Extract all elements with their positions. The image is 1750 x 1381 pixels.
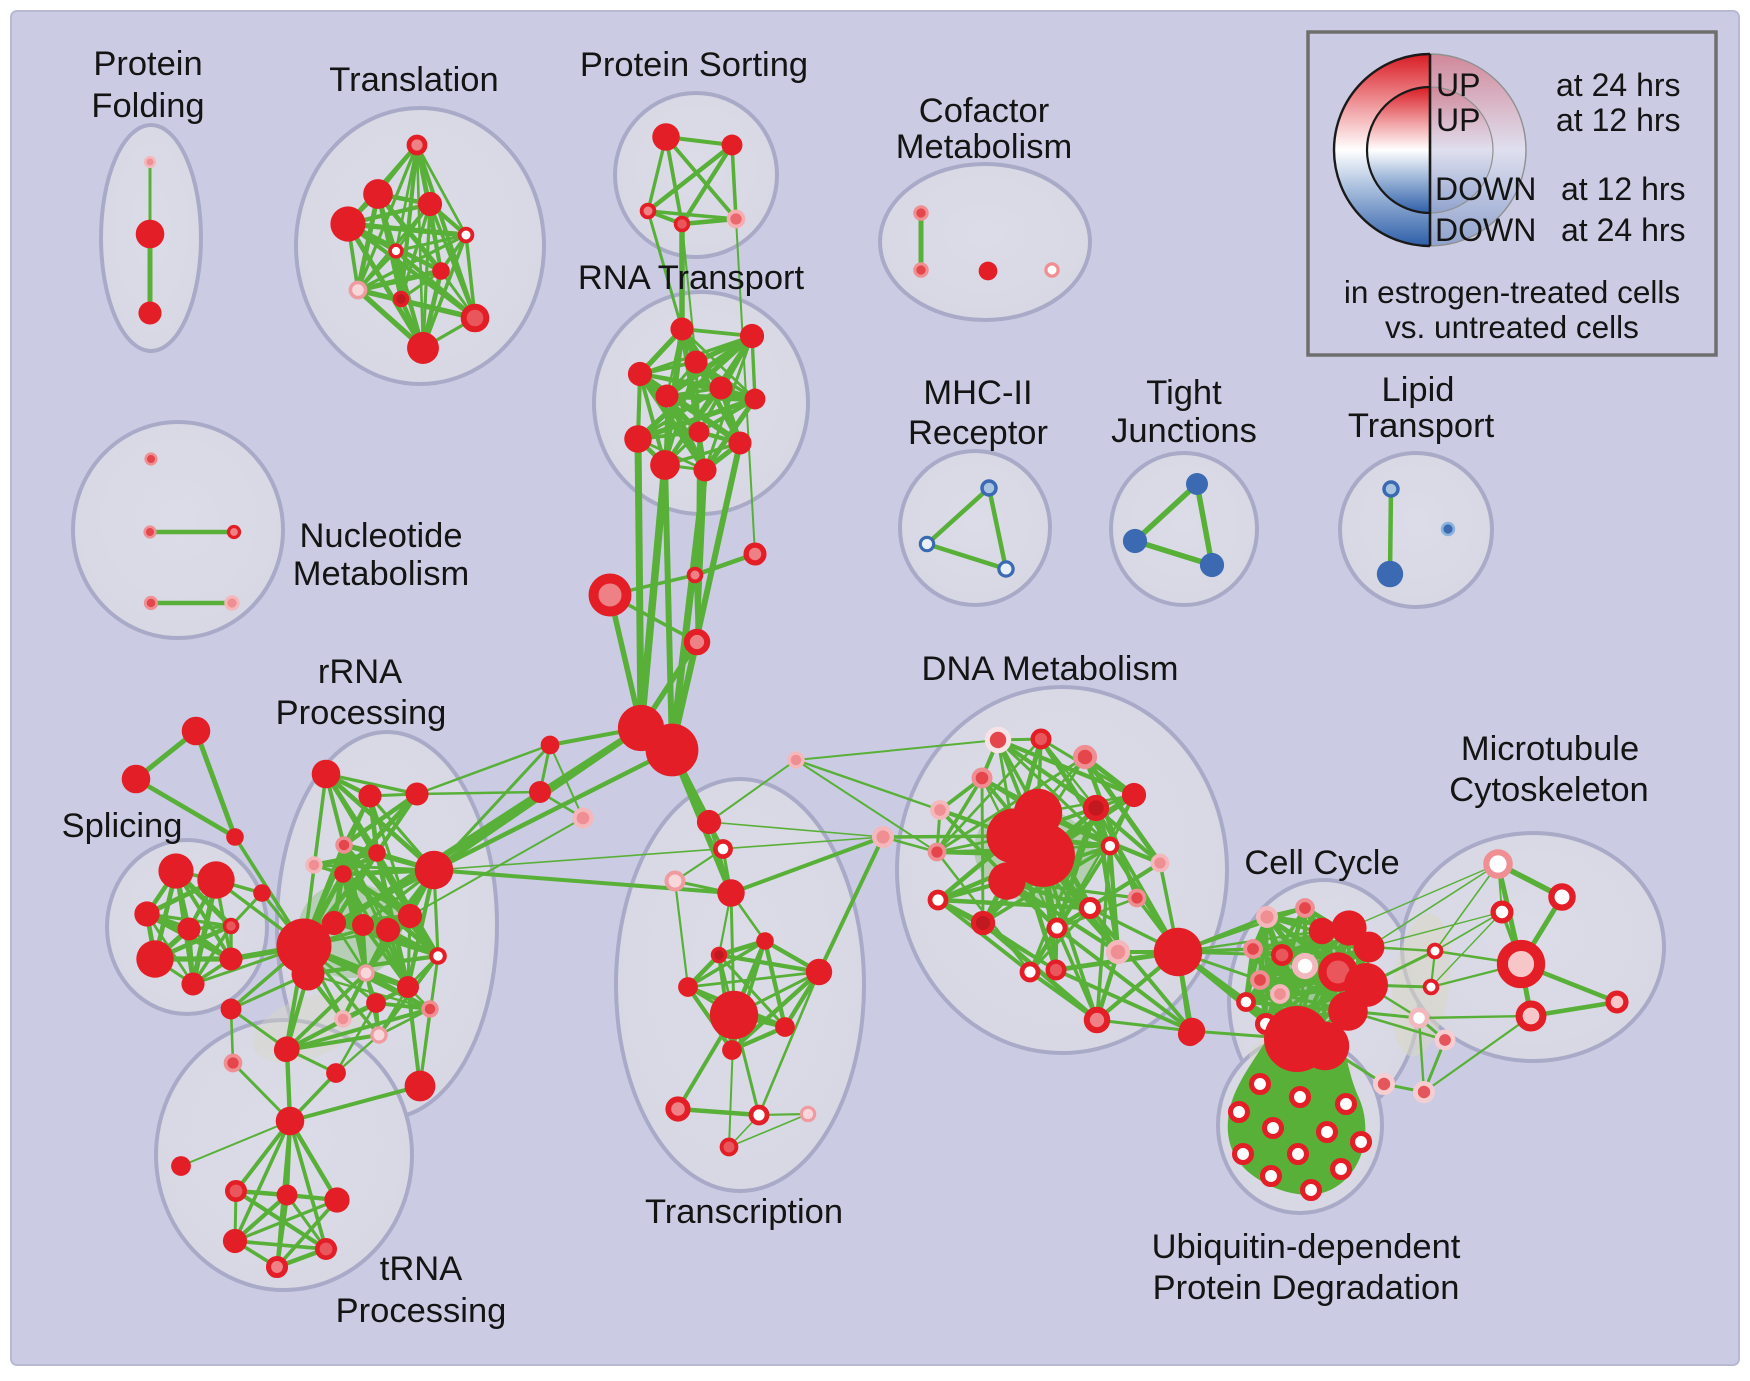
- svg-text:tRNA: tRNA: [380, 1250, 462, 1288]
- svg-text:rRNA: rRNA: [318, 653, 402, 691]
- svg-text:DOWN: DOWN: [1435, 212, 1536, 248]
- svg-text:Lipid: Lipid: [1382, 371, 1455, 409]
- svg-text:Translation: Translation: [329, 61, 498, 99]
- svg-text:UP: UP: [1436, 67, 1480, 103]
- svg-text:Protein Degradation: Protein Degradation: [1153, 1269, 1460, 1307]
- svg-text:Splicing: Splicing: [62, 807, 183, 845]
- svg-text:in estrogen-treated cells: in estrogen-treated cells: [1344, 274, 1680, 310]
- svg-text:Transcription: Transcription: [645, 1193, 843, 1231]
- svg-text:Processing: Processing: [336, 1292, 507, 1330]
- svg-text:Ubiquitin-dependent: Ubiquitin-dependent: [1152, 1228, 1461, 1266]
- svg-text:Metabolism: Metabolism: [896, 128, 1072, 166]
- svg-text:Receptor: Receptor: [908, 414, 1048, 452]
- svg-text:at 12 hrs: at 12 hrs: [1556, 102, 1681, 138]
- svg-text:Cofactor: Cofactor: [919, 92, 1049, 130]
- svg-text:Protein Sorting: Protein Sorting: [580, 46, 808, 84]
- svg-text:Nucleotide: Nucleotide: [299, 517, 462, 555]
- svg-text:Folding: Folding: [91, 87, 204, 125]
- svg-text:Protein: Protein: [93, 45, 202, 83]
- svg-text:DNA Metabolism: DNA Metabolism: [922, 650, 1179, 688]
- svg-text:Processing: Processing: [276, 694, 447, 732]
- svg-text:at 24 hrs: at 24 hrs: [1561, 212, 1686, 248]
- svg-text:Metabolism: Metabolism: [293, 555, 469, 593]
- svg-text:Cell Cycle: Cell Cycle: [1244, 844, 1399, 882]
- svg-text:vs. untreated cells: vs. untreated cells: [1385, 309, 1639, 345]
- svg-text:Transport: Transport: [1348, 407, 1495, 445]
- svg-text:DOWN: DOWN: [1435, 171, 1536, 207]
- svg-text:UP: UP: [1436, 102, 1480, 138]
- svg-text:Tight: Tight: [1146, 374, 1222, 412]
- svg-text:Junctions: Junctions: [1111, 412, 1257, 450]
- svg-text:RNA Transport: RNA Transport: [578, 259, 805, 297]
- svg-text:Microtubule: Microtubule: [1461, 730, 1639, 768]
- svg-text:at 12 hrs: at 12 hrs: [1561, 171, 1686, 207]
- svg-text:at 24 hrs: at 24 hrs: [1556, 67, 1681, 103]
- svg-text:Cytoskeleton: Cytoskeleton: [1449, 771, 1648, 809]
- svg-text:MHC-II: MHC-II: [923, 374, 1032, 412]
